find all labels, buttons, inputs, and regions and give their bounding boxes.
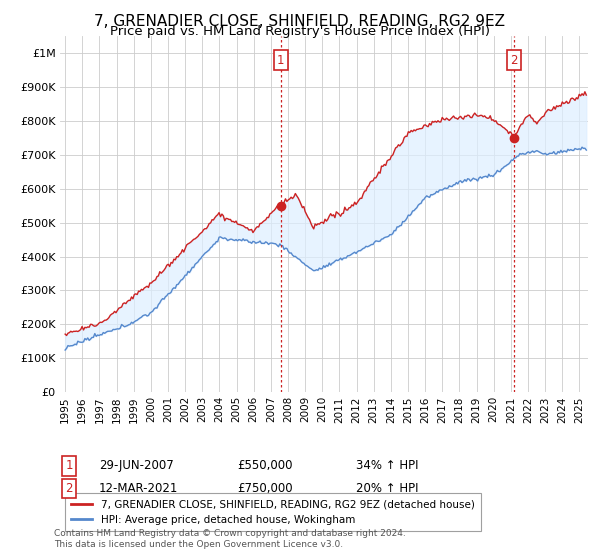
- Text: 1: 1: [277, 54, 284, 67]
- Text: £550,000: £550,000: [237, 459, 293, 473]
- Text: 7, GRENADIER CLOSE, SHINFIELD, READING, RG2 9EZ: 7, GRENADIER CLOSE, SHINFIELD, READING, …: [95, 14, 505, 29]
- Text: £750,000: £750,000: [237, 482, 293, 495]
- Text: 20% ↑ HPI: 20% ↑ HPI: [356, 482, 418, 495]
- Text: 2: 2: [65, 482, 73, 495]
- Text: Contains HM Land Registry data © Crown copyright and database right 2024.
This d: Contains HM Land Registry data © Crown c…: [54, 529, 406, 549]
- Legend: 7, GRENADIER CLOSE, SHINFIELD, READING, RG2 9EZ (detached house), HPI: Average p: 7, GRENADIER CLOSE, SHINFIELD, READING, …: [65, 493, 481, 531]
- Text: 1: 1: [65, 459, 73, 473]
- Text: 12-MAR-2021: 12-MAR-2021: [99, 482, 178, 495]
- Text: Price paid vs. HM Land Registry's House Price Index (HPI): Price paid vs. HM Land Registry's House …: [110, 25, 490, 38]
- Text: 34% ↑ HPI: 34% ↑ HPI: [356, 459, 418, 473]
- Text: 29-JUN-2007: 29-JUN-2007: [99, 459, 174, 473]
- Text: 2: 2: [511, 54, 518, 67]
